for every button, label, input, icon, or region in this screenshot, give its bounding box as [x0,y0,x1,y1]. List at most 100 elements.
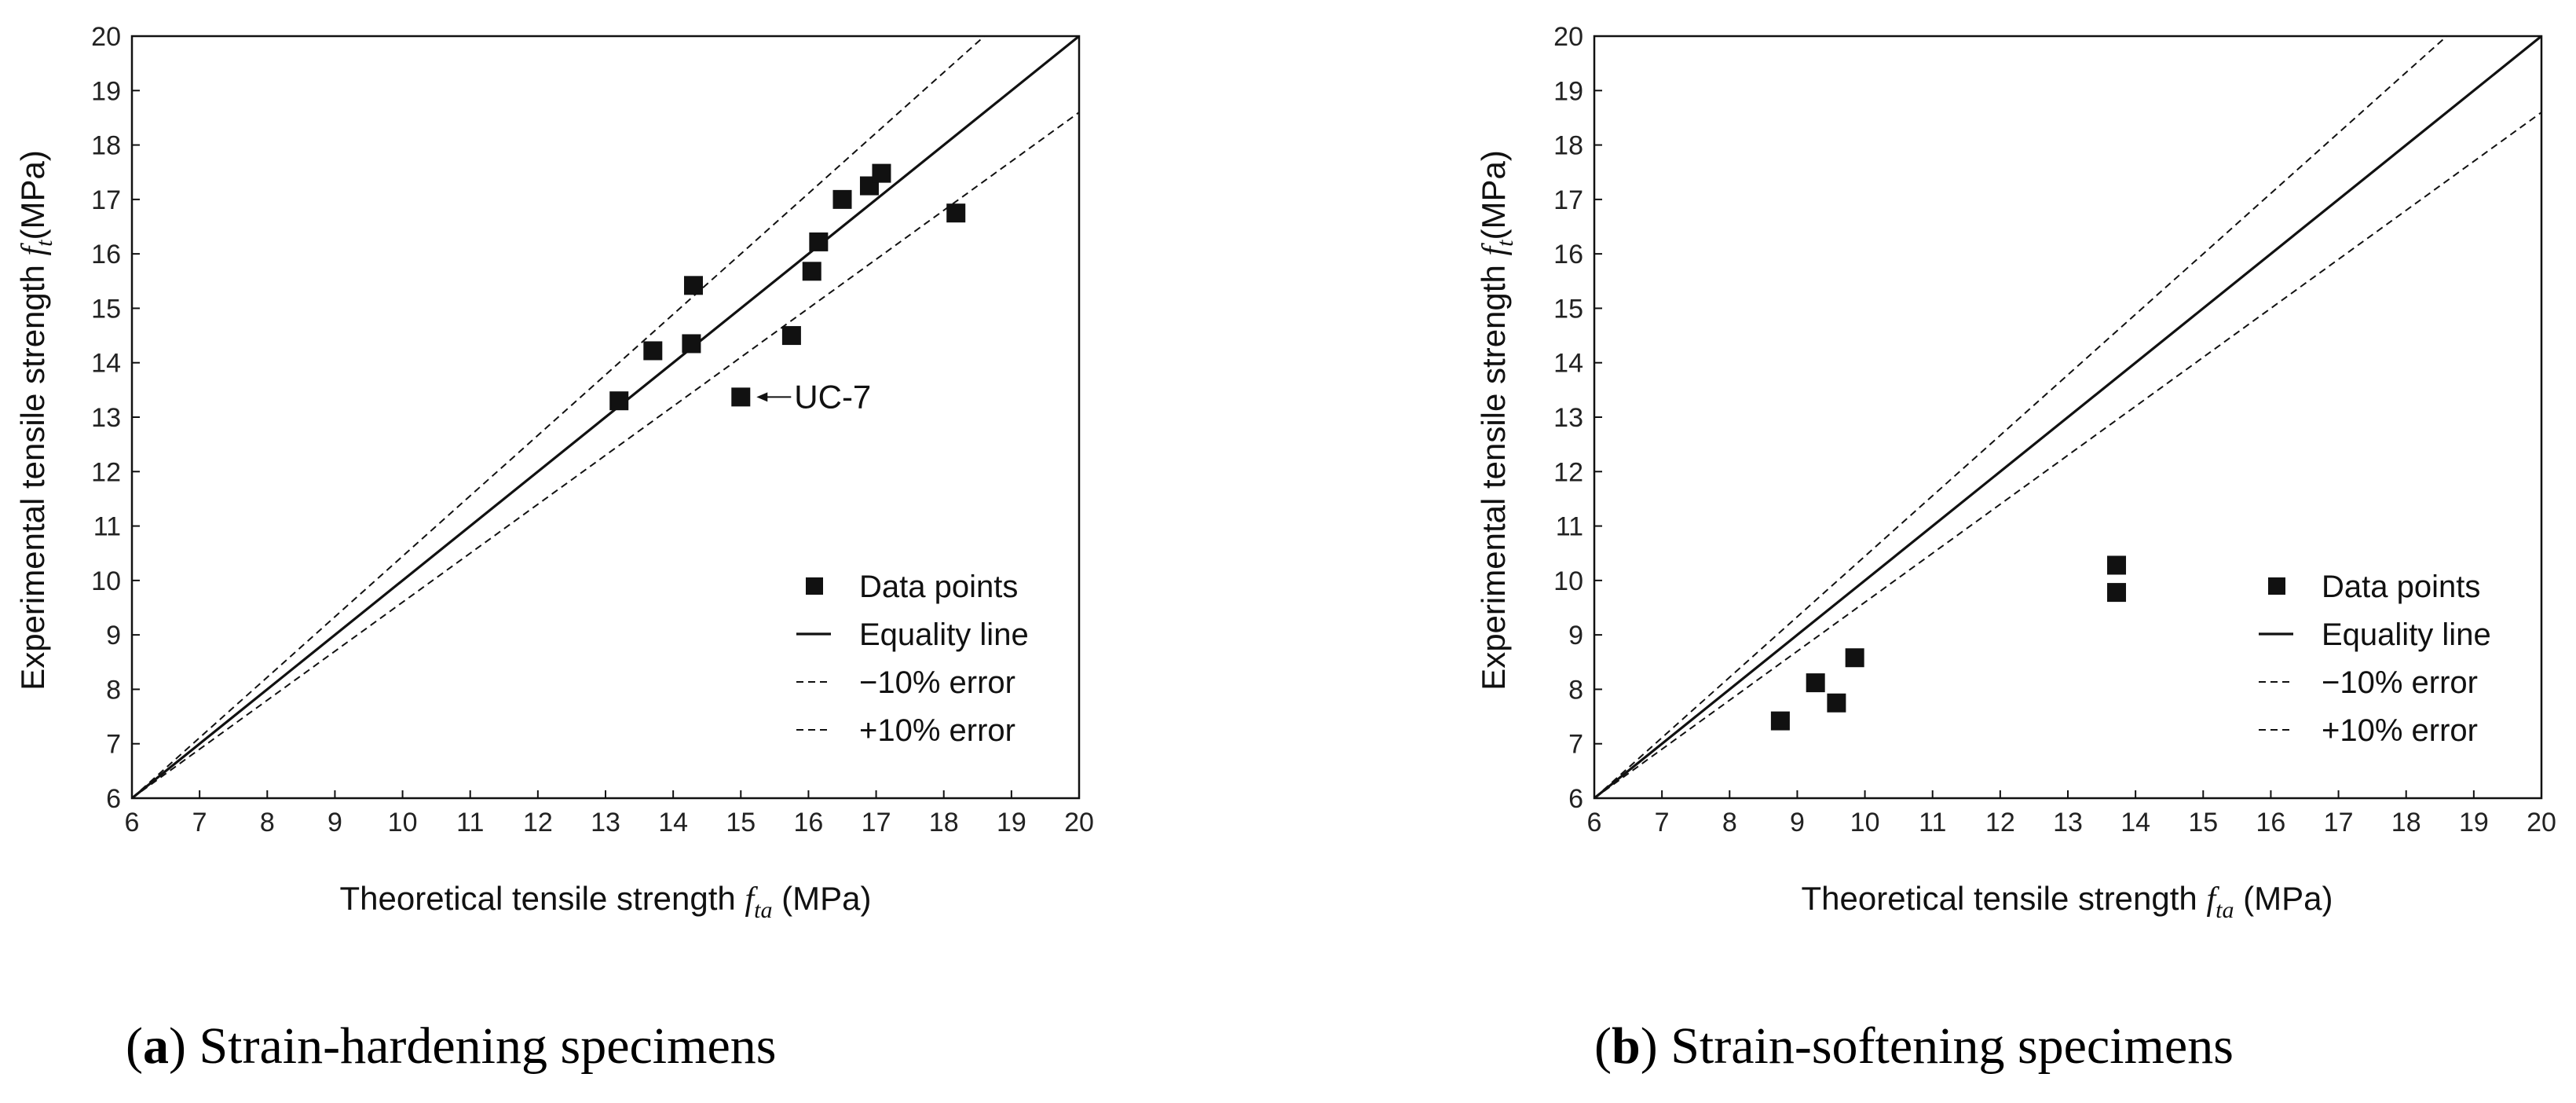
panel-b-y-tick-label: 15 [1553,294,1583,324]
panel-b-caption: (b) Strain-softening specimens [1594,1017,2234,1075]
panel-b-data-point [1806,673,1825,693]
panel-b-legend-label: Equality line [2322,617,2491,652]
panel-a-y-tick-label: 11 [93,512,121,542]
panel-a-x-tick-label: 7 [192,808,207,837]
panel-a-annotation-label: UC-7 [794,378,871,415]
panel-a-y-tick-label: 6 [106,784,121,814]
panel-b-equality-line [1594,36,2541,798]
panel-b-strain-softening: 6 7 8 9 10 11 12 13 14 15 16 17 18 19 20 6 7 8 9 10 11 12 13 14… [1553,22,2556,837]
panel-a-x-tick-label: 6 [125,808,140,837]
panel-a-legend-marker-square [806,577,823,595]
panel-a-x-tick-label: 14 [658,808,688,837]
panel-a-equality-line [132,36,1079,798]
panel-a-y-tick-label: 19 [91,76,121,106]
panel-a-legend-label: −10% error [859,665,1015,700]
panel-b-y-tick-label: 8 [1568,675,1583,705]
panel-a-x-tick-label: 12 [523,808,553,837]
panel-a-x-tick-label: 20 [1064,808,1094,837]
panel-a-x-tick-label: 8 [260,808,275,837]
panel-b-x-tick-label: 9 [1790,808,1805,837]
panel-a-data-point [832,189,852,209]
panel-b-x-tick-label: 18 [2391,808,2421,837]
panel-a-y-tick-label: 8 [106,675,121,705]
panel-b-x-axis-title: Theoretical tensile strength fta (MPa) [1802,880,2333,923]
panel-b-y-tick-label: 10 [1553,566,1583,596]
panel-a-y-tick-label: 16 [91,240,121,269]
panel-b-x-tick-label: 19 [2459,808,2489,837]
panel-a-y-tick-label: 13 [91,403,121,433]
panel-a-data-point [731,387,751,407]
panel-a-plus10-error-line [132,112,1079,798]
panel-b-legend-label: Data points [2322,570,2480,604]
panel-b-x-tick-label: 17 [2324,808,2354,837]
panel-b-x-tick-label: 7 [1655,808,1670,837]
panel-a-x-tick-label: 17 [862,808,891,837]
panel-a-data-point [946,203,966,223]
panel-a-x-tick-label: 16 [794,808,824,837]
panel-b-x-tick-label: 20 [2527,808,2556,837]
panel-b-y-tick-label: 13 [1553,403,1583,433]
panel-a-data-point [682,334,701,354]
panel-b-data-point [2107,583,2127,603]
panel-b-x-tick-label: 15 [2188,808,2218,837]
panel-a-y-axis-title: Experimental tensile strength ft(MPa) [14,150,57,691]
panel-a-caption: (a) Strain-hardening specimens [126,1017,776,1075]
panel-b-x-tick-label: 16 [2256,808,2286,837]
panel-b-data-point [1770,711,1790,731]
panel-a-data-point [683,276,703,295]
panel-a-y-tick-label: 17 [91,185,121,215]
panel-a-y-tick-label: 15 [91,294,121,324]
panel-b-y-tick-label: 18 [1553,131,1583,161]
panel-b-y-tick-label: 12 [1553,457,1583,487]
panel-a-data-point [802,262,821,281]
panel-b-x-tick-label: 6 [1587,808,1602,837]
panel-a-legend-label: Equality line [859,617,1029,652]
panel-b-y-tick-label: 11 [1556,512,1583,542]
panel-b-y-axis-title: Experimental tensile strength ft(MPa) [1475,150,1518,691]
panel-a-y-tick-label: 9 [106,621,121,650]
panel-a-legend-label: Data points [859,570,1018,604]
panel-a-data-point [781,326,801,346]
panel-a-strain-hardening: 6 7 8 9 10 11 12 13 14 15 16 17 18 19 20 6 7 8 9 10 11 12 13 14… [91,22,1094,837]
panel-b-y-tick-label: 7 [1568,730,1583,760]
panel-b-x-tick-label: 12 [1985,808,2015,837]
panel-b-data-point [1827,693,1846,713]
panel-a-y-tick-label: 14 [91,349,121,379]
panel-b-x-tick-label: 10 [1850,808,1880,837]
panel-b-y-tick-label: 17 [1553,185,1583,215]
panel-a-x-tick-label: 15 [726,808,756,837]
panel-a-data-point [809,232,829,251]
panel-a-y-tick-label: 20 [91,22,121,52]
panel-a-y-tick-label: 10 [91,566,121,596]
panel-b-data-point [2107,555,2127,575]
panel-b-x-tick-label: 8 [1722,808,1737,837]
panel-a-y-tick-label: 18 [91,131,121,161]
panel-a-minus10-error-line [132,36,986,798]
panel-b-legend-label: −10% error [2322,665,2478,700]
panel-a-data-point [872,163,891,183]
panel-b-y-tick-label: 9 [1568,621,1583,650]
panel-a-x-axis-title: Theoretical tensile strength fta (MPa) [340,880,872,923]
panel-b-x-tick-label: 14 [2120,808,2150,837]
panel-a-x-tick-label: 11 [456,808,484,837]
panel-b-minus10-error-line [1594,36,2448,798]
panel-a-y-tick-label: 12 [91,457,121,487]
panel-b-plus10-error-line [1594,112,2541,798]
panel-b-y-tick-label: 14 [1553,349,1583,379]
panel-a-x-tick-label: 19 [997,808,1026,837]
panel-a-x-tick-label: 18 [929,808,959,837]
panel-b-x-tick-label: 11 [1919,808,1946,837]
panel-a-y-tick-label: 7 [106,730,121,760]
panel-a-x-tick-label: 13 [591,808,620,837]
panel-a-data-point [643,341,663,361]
panel-b-legend-marker-square [2268,577,2285,595]
panel-b-x-tick-label: 13 [2053,808,2083,837]
panel-a-x-tick-label: 9 [327,808,342,837]
panel-b-y-tick-label: 16 [1553,240,1583,269]
panel-b-y-tick-label: 20 [1553,22,1583,52]
panel-b-y-tick-label: 19 [1553,76,1583,106]
panel-a-annotation-arrowhead [756,392,768,402]
panel-b-data-point [1845,648,1864,668]
panel-a-x-tick-label: 10 [388,808,418,837]
